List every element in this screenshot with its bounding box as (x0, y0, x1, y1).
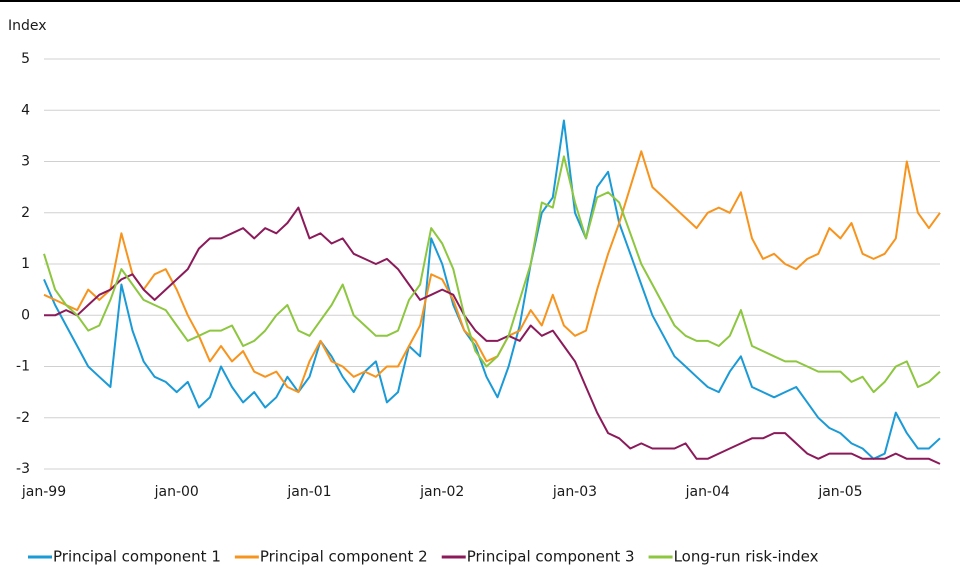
x-tick-label: jan-01 (286, 484, 331, 500)
y-tick-label: 1 (21, 256, 30, 272)
y-tick-label: 0 (21, 307, 30, 323)
legend-label: Principal component 1 (53, 548, 221, 566)
x-tick-label: jan-04 (685, 484, 730, 500)
x-tick-label: jan-00 (154, 484, 199, 500)
y-tick-label: 5 (21, 51, 30, 67)
y-tick-label: -3 (16, 461, 30, 477)
y-axis-label: Index (8, 18, 47, 34)
series-line (43, 155, 941, 394)
y-tick-label: 2 (21, 205, 30, 221)
legend-label: Long-run risk-index (674, 548, 819, 566)
x-tick-label: jan-03 (552, 484, 597, 500)
y-tick-label: -2 (16, 410, 30, 426)
series-line (43, 119, 941, 460)
x-tick-label: jan-05 (817, 484, 862, 500)
y-tick-label: 3 (21, 154, 30, 170)
y-tick-label: 4 (21, 102, 30, 118)
series-line (44, 206, 941, 465)
x-tick-label: jan-99 (21, 484, 66, 500)
y-tick-label: -1 (16, 359, 30, 375)
x-tick-label: jan-02 (419, 484, 464, 500)
legend-label: Principal component 2 (260, 548, 428, 566)
legend-label: Principal component 3 (467, 548, 635, 566)
series-line (43, 150, 941, 394)
